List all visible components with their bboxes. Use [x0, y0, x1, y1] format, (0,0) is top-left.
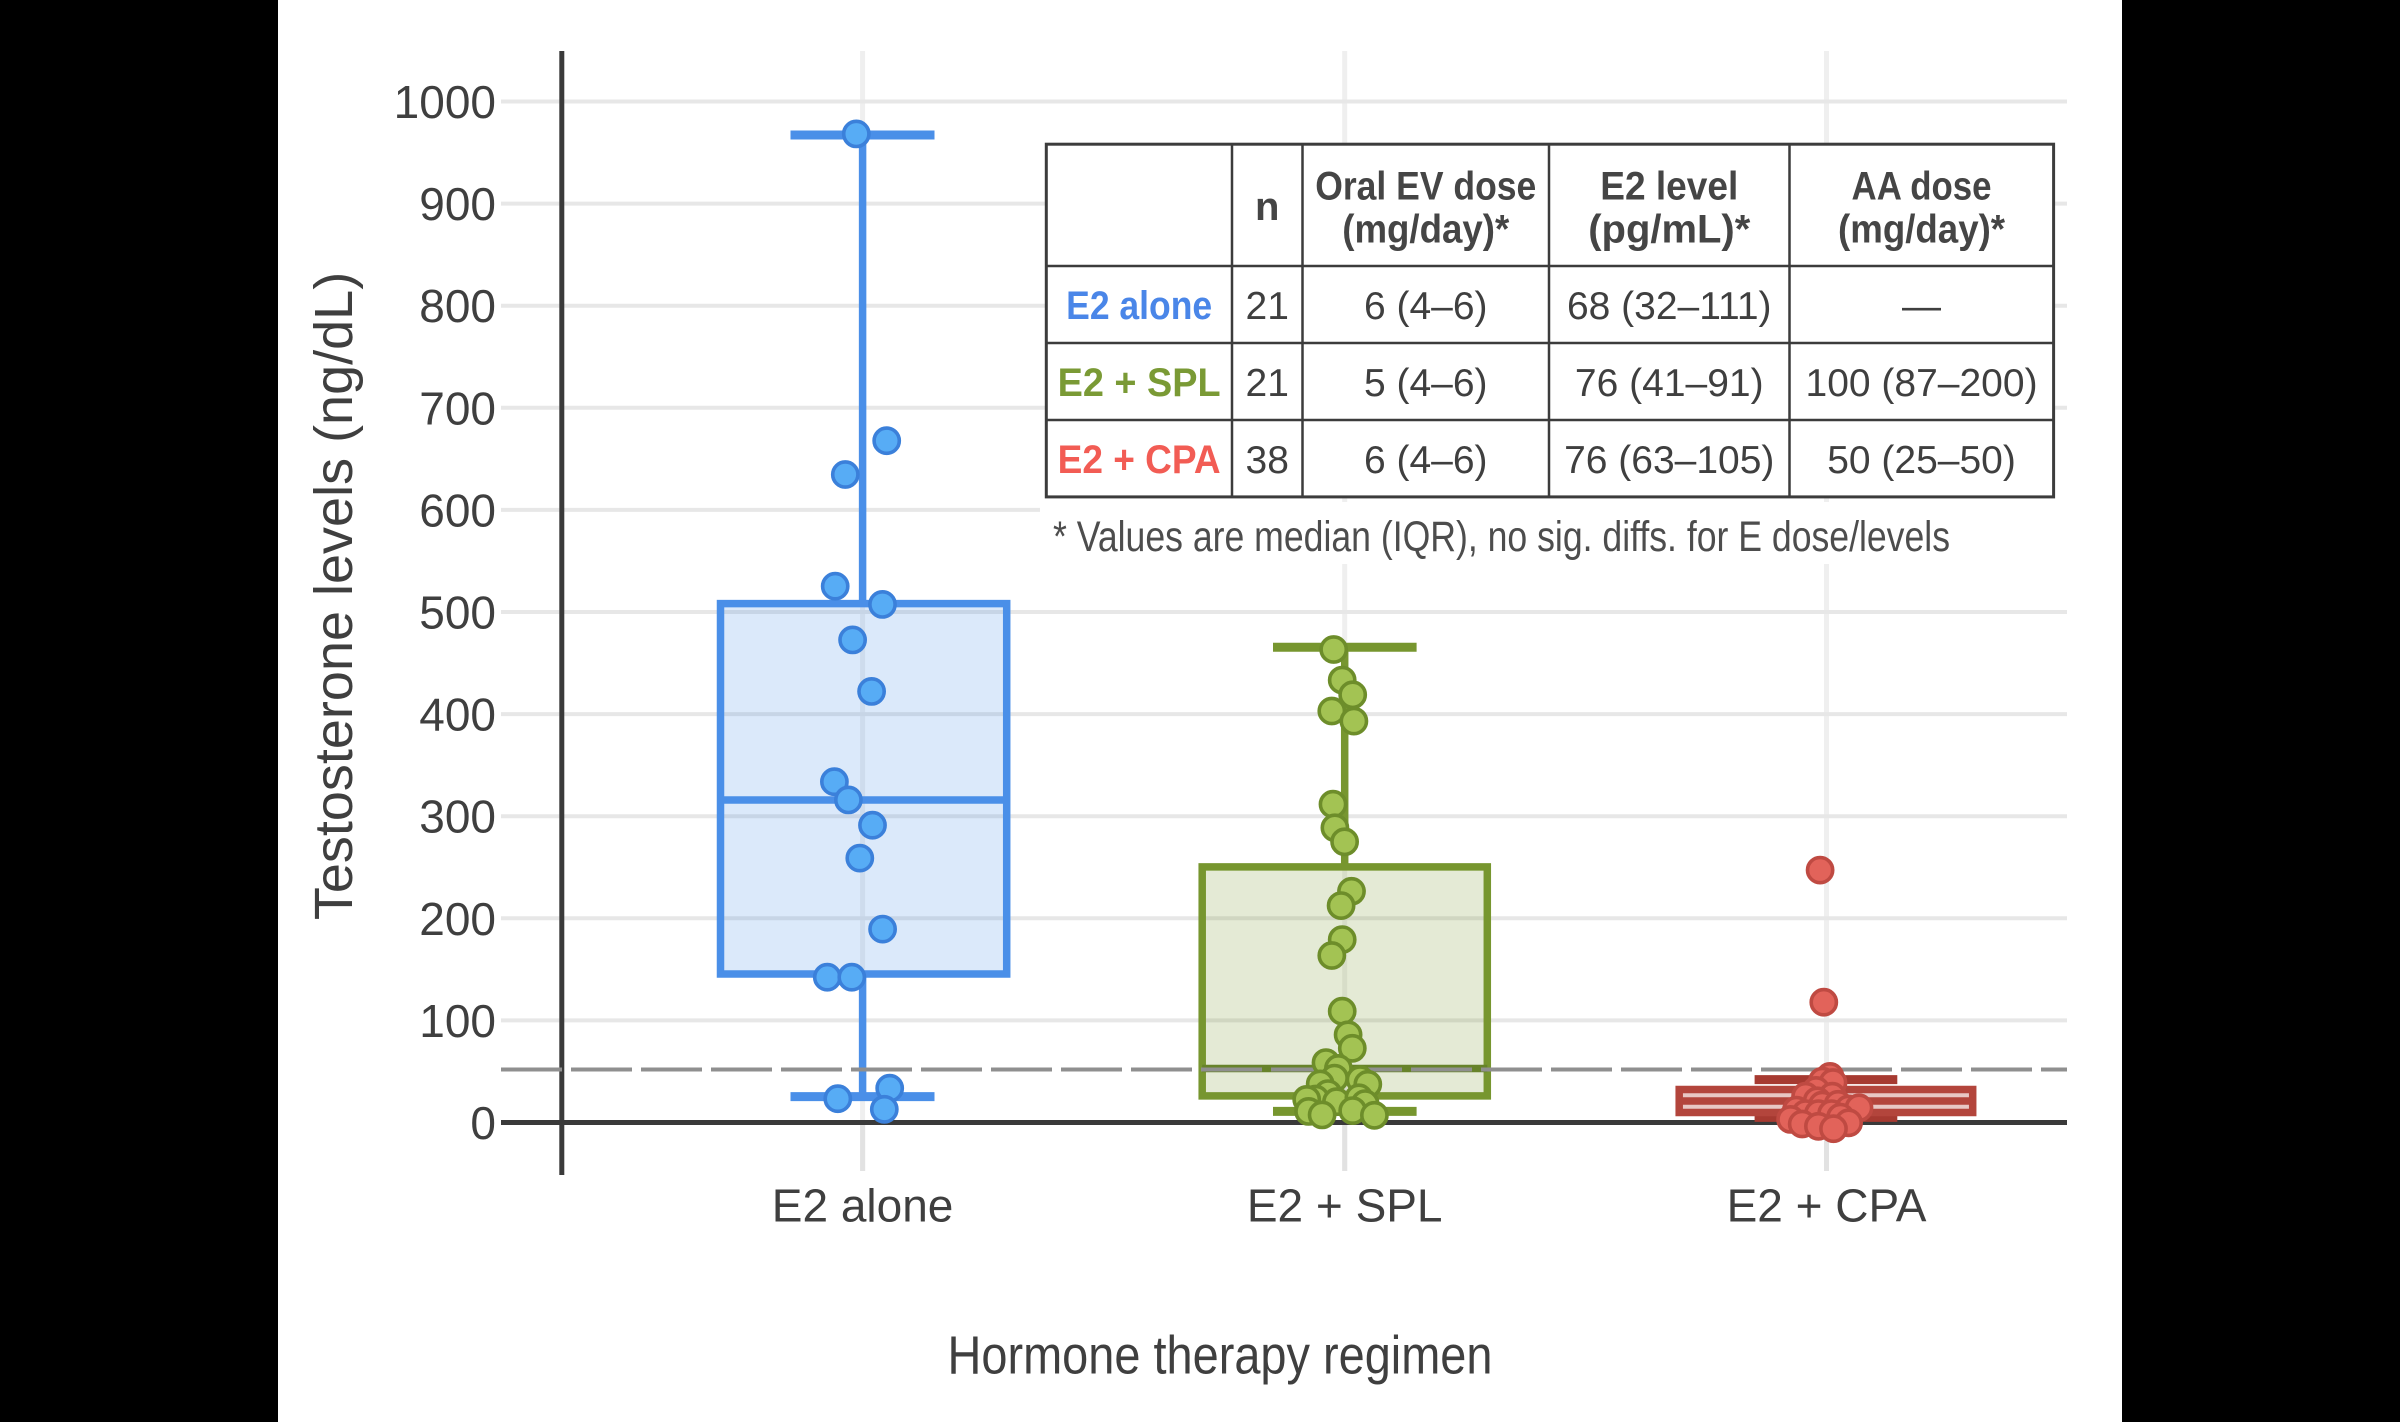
svg-text:68 (32–111): 68 (32–111) [1567, 285, 1772, 328]
svg-text:5 (4–6): 5 (4–6) [1364, 362, 1488, 405]
svg-text:E2 alone: E2 alone [1066, 284, 1212, 328]
svg-text:1000: 1000 [394, 76, 496, 128]
svg-text:100: 100 [419, 995, 496, 1047]
svg-text:38: 38 [1246, 439, 1289, 482]
svg-text:400: 400 [419, 689, 496, 741]
svg-text:E2 + SPL: E2 + SPL [1058, 361, 1221, 405]
svg-text:21: 21 [1246, 285, 1289, 328]
svg-text:Testosterone levels (ng/dL): Testosterone levels (ng/dL) [304, 272, 364, 920]
svg-text:100 (87–200): 100 (87–200) [1806, 362, 2038, 405]
svg-text:E2 + CPA: E2 + CPA [1058, 438, 1221, 482]
svg-text:21: 21 [1246, 362, 1289, 405]
svg-text:6 (4–6): 6 (4–6) [1364, 439, 1488, 482]
svg-text:E2 alone: E2 alone [772, 1180, 954, 1232]
svg-text:600: 600 [419, 484, 496, 536]
svg-text:—: — [1902, 285, 1941, 328]
svg-text:200: 200 [419, 893, 496, 945]
svg-text:E2 + SPL: E2 + SPL [1247, 1180, 1443, 1232]
svg-text:E2 + CPA: E2 + CPA [1727, 1180, 1927, 1232]
svg-text:76 (41–91): 76 (41–91) [1575, 362, 1764, 405]
svg-text:300: 300 [419, 791, 496, 843]
svg-text:(pg/mL)*: (pg/mL)* [1588, 208, 1750, 252]
svg-text:n: n [1255, 185, 1279, 229]
svg-text:Oral EV dose: Oral EV dose [1315, 164, 1536, 208]
svg-text:AA dose: AA dose [1852, 164, 1992, 208]
svg-text:Hormone therapy regimen: Hormone therapy regimen [948, 1326, 1493, 1386]
svg-text:50 (25–50): 50 (25–50) [1827, 439, 2016, 482]
svg-text:0: 0 [470, 1097, 496, 1149]
svg-text:(mg/day)*: (mg/day)* [1342, 208, 1509, 252]
svg-text:500: 500 [419, 587, 496, 639]
svg-text:76 (63–105): 76 (63–105) [1564, 439, 1774, 482]
svg-text:6 (4–6): 6 (4–6) [1364, 285, 1488, 328]
svg-text:800: 800 [419, 280, 496, 332]
svg-text:700: 700 [419, 382, 496, 434]
svg-text:E2 level: E2 level [1600, 164, 1738, 208]
svg-text:(mg/day)*: (mg/day)* [1838, 208, 2005, 252]
svg-text:900: 900 [419, 178, 496, 230]
svg-text:* Values are median (IQR), no: * Values are median (IQR), no sig. diffs… [1053, 513, 1950, 561]
